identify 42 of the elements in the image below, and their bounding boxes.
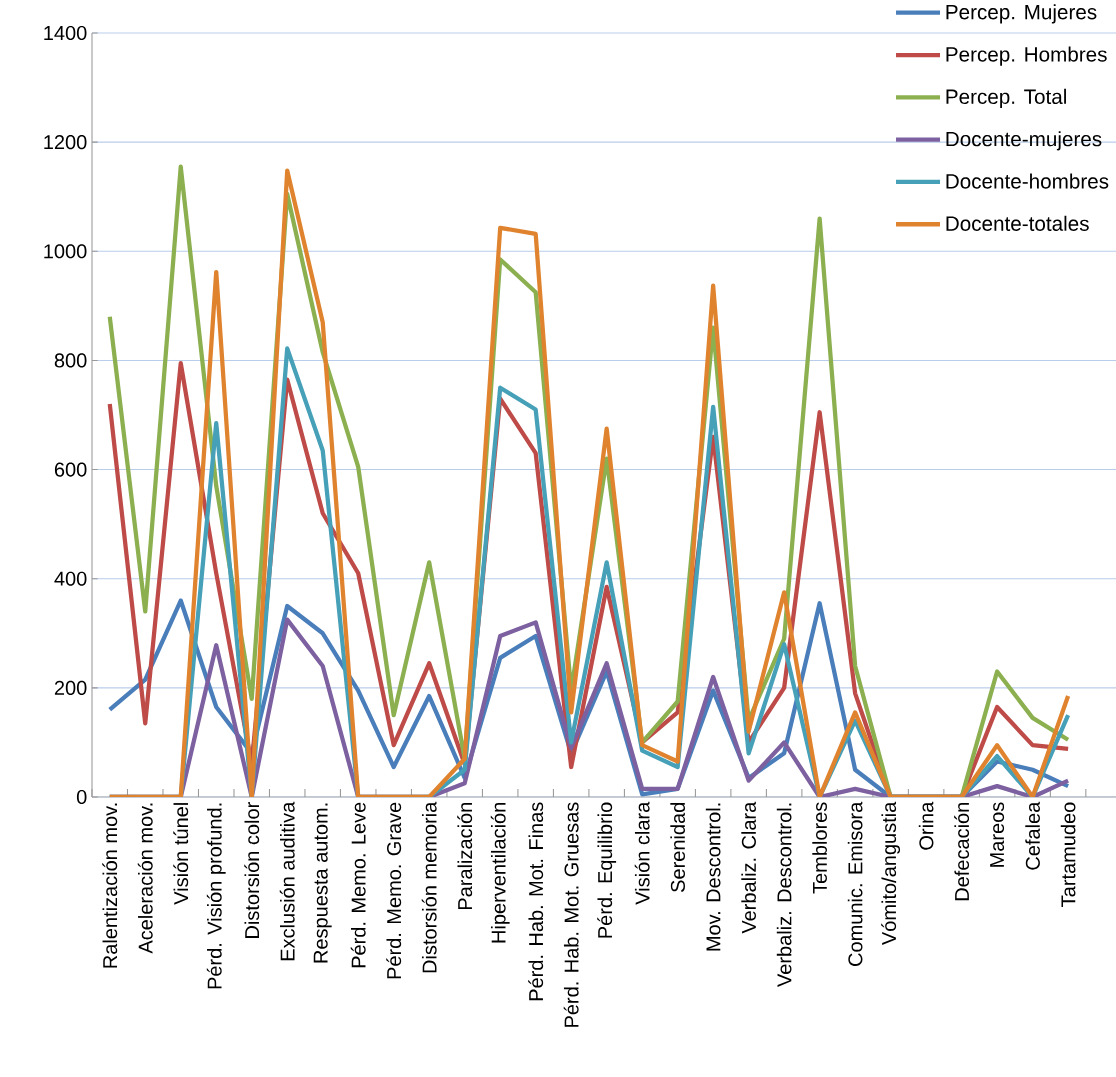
x-tick-label: Exclusión auditiva xyxy=(279,801,295,961)
x-tick-label: Orina xyxy=(918,801,934,850)
x-tick-label: Respuesta autom. xyxy=(313,803,332,963)
x-tick-label: Vómito/angustia xyxy=(881,801,901,946)
x-tick-label: Verbaliz. Clara xyxy=(741,801,756,934)
x-tick-label: Pérd. Visión profund. xyxy=(206,803,226,989)
x-tick-label: Defecación xyxy=(954,803,970,901)
y-tick-label: 200 xyxy=(54,680,87,695)
legend-label: Percep. Mujeres xyxy=(946,4,1097,24)
x-tick-label: Pérd. Memo. Grave xyxy=(386,802,402,979)
x-tick-label: Distorsión memoria xyxy=(421,801,437,973)
x-tick-label: Ralentización mov. xyxy=(102,803,118,968)
y-tick-label: 400 xyxy=(54,571,87,586)
x-tick-label: Serenidad xyxy=(670,803,685,892)
x-tick-label: Pérd. Memo. Leve xyxy=(350,802,366,968)
legend-label: Percep. Hombres xyxy=(946,46,1107,66)
y-tick-label: 1400 xyxy=(44,25,87,41)
legend-label: Docente-hombres xyxy=(946,173,1109,189)
x-tick-label: Comunic. Emisora xyxy=(847,801,863,966)
y-tick-label: 1000 xyxy=(44,244,87,259)
x-tick-label: Pérd. Hab. Mot. Gruesas xyxy=(563,802,579,1027)
y-tick-label: 600 xyxy=(54,462,87,477)
x-tick-label: Mareos xyxy=(990,802,1005,867)
x-tick-label: Mov. Descontrol. xyxy=(705,803,721,951)
legend-label: Docente-totales xyxy=(946,215,1089,231)
x-tick-label: Aceleración mov. xyxy=(137,803,153,954)
x-tick-label: Verbaliz. Descontrol. xyxy=(776,803,792,987)
x-tick-label: Hiperventilación xyxy=(490,803,510,943)
x-tick-label: Tartamudeo xyxy=(1060,802,1076,907)
x-tick-label: Visión túnel xyxy=(173,803,189,905)
x-tick-label: Visión clara xyxy=(634,801,650,905)
x-tick-label: Distorsión color xyxy=(244,802,260,938)
x-tick-label: Pérd. Hab. Mot. Finas xyxy=(528,802,544,1001)
x-tick-label: Pérd. Equilibrio xyxy=(597,802,617,938)
x-tick-label: Cefalea xyxy=(1025,801,1040,870)
x-tick-label: Paralización xyxy=(457,803,473,910)
legend-label: Percep. Total xyxy=(946,88,1066,109)
y-tick-label: 1200 xyxy=(44,135,87,150)
legend-label: Docente-mujeres xyxy=(946,131,1102,151)
y-tick-label: 800 xyxy=(54,353,87,368)
y-tick-label: 0 xyxy=(76,789,87,805)
x-tick-label: Temblores xyxy=(812,802,827,894)
